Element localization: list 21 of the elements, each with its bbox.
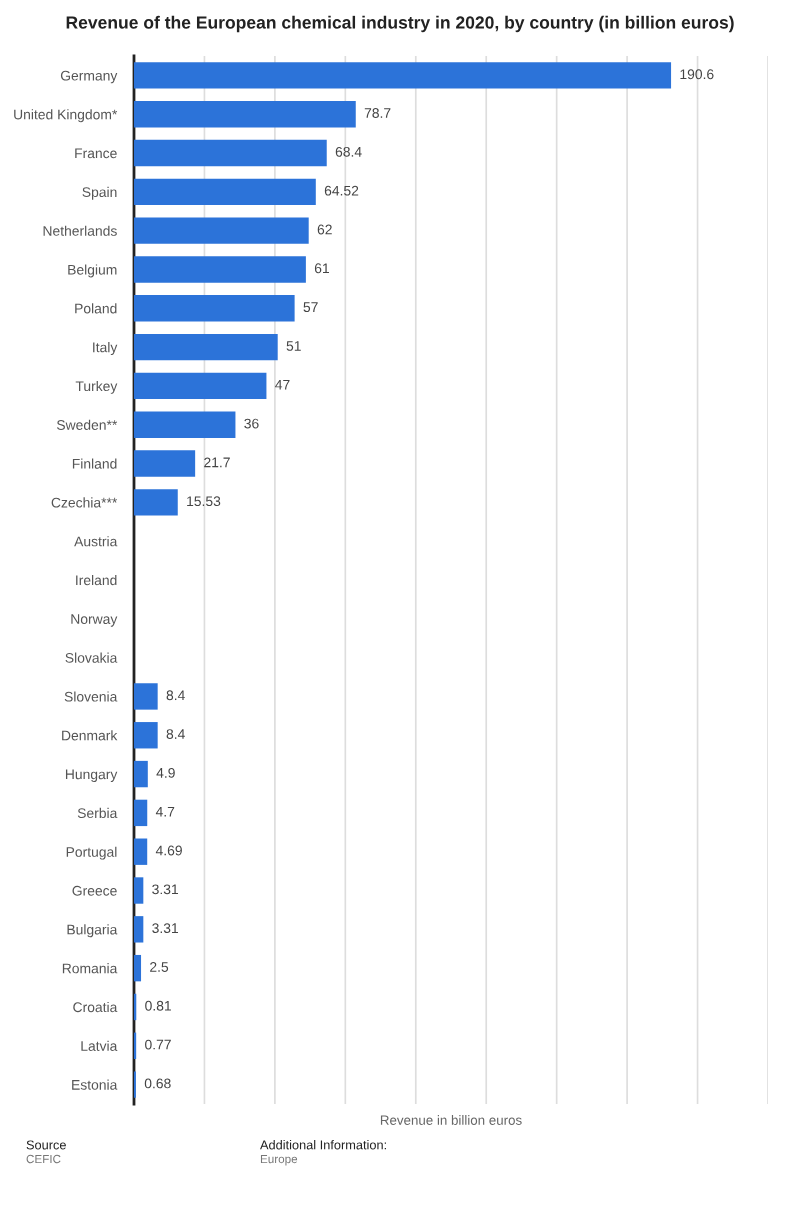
bar <box>134 217 309 244</box>
bar <box>134 877 144 904</box>
bar <box>134 372 267 400</box>
chart-title: Revenue of the European chemical industry in 2020, by country (in billion euros) <box>66 15 734 33</box>
bar <box>134 333 278 361</box>
bar <box>134 178 316 206</box>
bar <box>134 722 158 749</box>
bar <box>134 916 144 943</box>
bar <box>134 760 148 788</box>
bar <box>134 295 295 322</box>
bar <box>134 411 236 438</box>
bar <box>134 683 158 710</box>
bar <box>134 62 672 89</box>
bar <box>134 101 356 128</box>
bar <box>134 450 196 477</box>
bar <box>134 139 327 167</box>
bar <box>134 489 178 516</box>
bar <box>134 256 306 283</box>
bar <box>134 954 142 982</box>
bar <box>134 799 148 827</box>
bar <box>134 838 148 865</box>
